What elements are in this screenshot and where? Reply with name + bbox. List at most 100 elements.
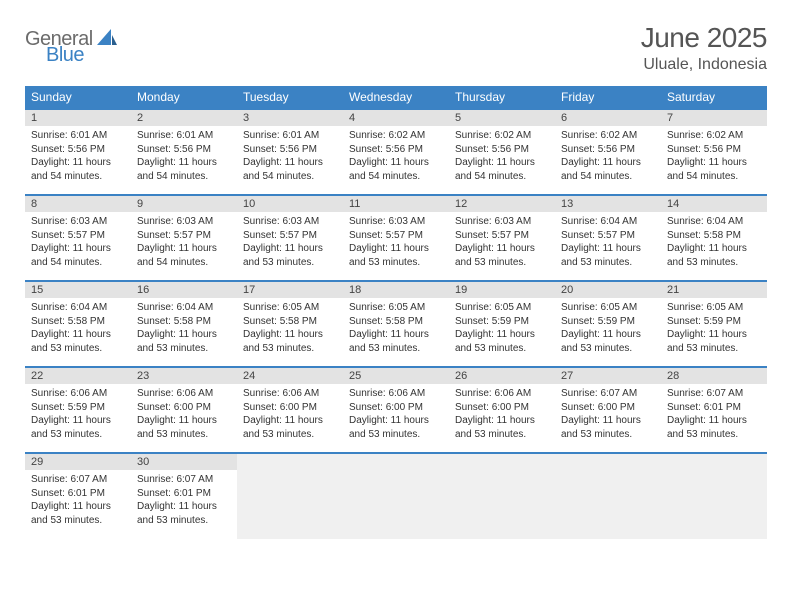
- day-info: Sunrise: 6:07 AMSunset: 6:01 PMDaylight:…: [25, 470, 131, 533]
- day-info: Sunrise: 6:02 AMSunset: 5:56 PMDaylight:…: [555, 126, 661, 189]
- calendar-day-cell: [343, 453, 449, 539]
- day-info: Sunrise: 6:03 AMSunset: 5:57 PMDaylight:…: [237, 212, 343, 275]
- calendar-day-cell: 27Sunrise: 6:07 AMSunset: 6:00 PMDayligh…: [555, 367, 661, 453]
- calendar-day-cell: 17Sunrise: 6:05 AMSunset: 5:58 PMDayligh…: [237, 281, 343, 367]
- day-number: 26: [449, 368, 555, 384]
- weekday-header: Tuesday: [237, 86, 343, 109]
- day-number: 5: [449, 110, 555, 126]
- day-info: Sunrise: 6:05 AMSunset: 5:58 PMDaylight:…: [237, 298, 343, 361]
- day-number: 3: [237, 110, 343, 126]
- calendar-day-cell: 1Sunrise: 6:01 AMSunset: 5:56 PMDaylight…: [25, 109, 131, 195]
- day-number: 24: [237, 368, 343, 384]
- calendar-day-cell: 30Sunrise: 6:07 AMSunset: 6:01 PMDayligh…: [131, 453, 237, 539]
- day-info: Sunrise: 6:05 AMSunset: 5:59 PMDaylight:…: [449, 298, 555, 361]
- weekday-header: Sunday: [25, 86, 131, 109]
- calendar-week-row: 29Sunrise: 6:07 AMSunset: 6:01 PMDayligh…: [25, 453, 767, 539]
- weekday-header: Wednesday: [343, 86, 449, 109]
- location-label: Uluale, Indonesia: [641, 56, 767, 74]
- day-info: Sunrise: 6:03 AMSunset: 5:57 PMDaylight:…: [449, 212, 555, 275]
- weekday-header: Thursday: [449, 86, 555, 109]
- page-header: General Blue June 2025 Uluale, Indonesia: [25, 22, 767, 74]
- calendar-day-cell: 25Sunrise: 6:06 AMSunset: 6:00 PMDayligh…: [343, 367, 449, 453]
- weekday-header: Friday: [555, 86, 661, 109]
- day-info: Sunrise: 6:07 AMSunset: 6:01 PMDaylight:…: [661, 384, 767, 447]
- day-number: 27: [555, 368, 661, 384]
- calendar-day-cell: 10Sunrise: 6:03 AMSunset: 5:57 PMDayligh…: [237, 195, 343, 281]
- calendar-day-cell: 26Sunrise: 6:06 AMSunset: 6:00 PMDayligh…: [449, 367, 555, 453]
- day-number: 25: [343, 368, 449, 384]
- calendar-day-cell: 18Sunrise: 6:05 AMSunset: 5:58 PMDayligh…: [343, 281, 449, 367]
- day-info: Sunrise: 6:06 AMSunset: 6:00 PMDaylight:…: [343, 384, 449, 447]
- day-number: 30: [131, 454, 237, 470]
- day-info: Sunrise: 6:06 AMSunset: 6:00 PMDaylight:…: [131, 384, 237, 447]
- day-info: Sunrise: 6:07 AMSunset: 6:00 PMDaylight:…: [555, 384, 661, 447]
- calendar-day-cell: 28Sunrise: 6:07 AMSunset: 6:01 PMDayligh…: [661, 367, 767, 453]
- logo-sail-icon: [97, 29, 117, 50]
- day-number: 15: [25, 282, 131, 298]
- day-number: 19: [449, 282, 555, 298]
- day-number: 8: [25, 196, 131, 212]
- day-number: 14: [661, 196, 767, 212]
- calendar-header-row: Sunday Monday Tuesday Wednesday Thursday…: [25, 86, 767, 109]
- day-number: 17: [237, 282, 343, 298]
- calendar-day-cell: 13Sunrise: 6:04 AMSunset: 5:57 PMDayligh…: [555, 195, 661, 281]
- day-number: 11: [343, 196, 449, 212]
- day-number: 21: [661, 282, 767, 298]
- calendar-day-cell: 29Sunrise: 6:07 AMSunset: 6:01 PMDayligh…: [25, 453, 131, 539]
- day-info: Sunrise: 6:03 AMSunset: 5:57 PMDaylight:…: [131, 212, 237, 275]
- day-info: Sunrise: 6:03 AMSunset: 5:57 PMDaylight:…: [25, 212, 131, 275]
- calendar-page: General Blue June 2025 Uluale, Indonesia…: [0, 0, 792, 559]
- day-info: Sunrise: 6:04 AMSunset: 5:57 PMDaylight:…: [555, 212, 661, 275]
- day-info: Sunrise: 6:01 AMSunset: 5:56 PMDaylight:…: [25, 126, 131, 189]
- day-number: 10: [237, 196, 343, 212]
- calendar-day-cell: 19Sunrise: 6:05 AMSunset: 5:59 PMDayligh…: [449, 281, 555, 367]
- calendar-day-cell: 23Sunrise: 6:06 AMSunset: 6:00 PMDayligh…: [131, 367, 237, 453]
- logo-text-blue: Blue: [46, 44, 84, 67]
- month-title: June 2025: [641, 22, 767, 54]
- day-info: Sunrise: 6:05 AMSunset: 5:59 PMDaylight:…: [555, 298, 661, 361]
- calendar-day-cell: 21Sunrise: 6:05 AMSunset: 5:59 PMDayligh…: [661, 281, 767, 367]
- calendar-day-cell: 24Sunrise: 6:06 AMSunset: 6:00 PMDayligh…: [237, 367, 343, 453]
- day-number: 7: [661, 110, 767, 126]
- day-number: 2: [131, 110, 237, 126]
- day-info: Sunrise: 6:01 AMSunset: 5:56 PMDaylight:…: [237, 126, 343, 189]
- day-info: Sunrise: 6:03 AMSunset: 5:57 PMDaylight:…: [343, 212, 449, 275]
- day-info: Sunrise: 6:06 AMSunset: 6:00 PMDaylight:…: [237, 384, 343, 447]
- calendar-day-cell: [661, 453, 767, 539]
- calendar-body: 1Sunrise: 6:01 AMSunset: 5:56 PMDaylight…: [25, 109, 767, 539]
- calendar-day-cell: [555, 453, 661, 539]
- calendar-week-row: 1Sunrise: 6:01 AMSunset: 5:56 PMDaylight…: [25, 109, 767, 195]
- day-number: 28: [661, 368, 767, 384]
- day-number: 23: [131, 368, 237, 384]
- calendar-table: Sunday Monday Tuesday Wednesday Thursday…: [25, 86, 767, 539]
- day-info: Sunrise: 6:04 AMSunset: 5:58 PMDaylight:…: [25, 298, 131, 361]
- day-info: Sunrise: 6:05 AMSunset: 5:58 PMDaylight:…: [343, 298, 449, 361]
- calendar-day-cell: 7Sunrise: 6:02 AMSunset: 5:56 PMDaylight…: [661, 109, 767, 195]
- calendar-day-cell: 5Sunrise: 6:02 AMSunset: 5:56 PMDaylight…: [449, 109, 555, 195]
- calendar-day-cell: 16Sunrise: 6:04 AMSunset: 5:58 PMDayligh…: [131, 281, 237, 367]
- calendar-week-row: 15Sunrise: 6:04 AMSunset: 5:58 PMDayligh…: [25, 281, 767, 367]
- calendar-day-cell: 6Sunrise: 6:02 AMSunset: 5:56 PMDaylight…: [555, 109, 661, 195]
- calendar-day-cell: 3Sunrise: 6:01 AMSunset: 5:56 PMDaylight…: [237, 109, 343, 195]
- calendar-day-cell: 20Sunrise: 6:05 AMSunset: 5:59 PMDayligh…: [555, 281, 661, 367]
- weekday-header: Saturday: [661, 86, 767, 109]
- day-info: Sunrise: 6:04 AMSunset: 5:58 PMDaylight:…: [131, 298, 237, 361]
- day-info: Sunrise: 6:06 AMSunset: 5:59 PMDaylight:…: [25, 384, 131, 447]
- day-number: 22: [25, 368, 131, 384]
- calendar-day-cell: 4Sunrise: 6:02 AMSunset: 5:56 PMDaylight…: [343, 109, 449, 195]
- calendar-day-cell: 12Sunrise: 6:03 AMSunset: 5:57 PMDayligh…: [449, 195, 555, 281]
- day-number: 20: [555, 282, 661, 298]
- day-number: 1: [25, 110, 131, 126]
- day-number: 29: [25, 454, 131, 470]
- calendar-day-cell: [237, 453, 343, 539]
- day-info: Sunrise: 6:04 AMSunset: 5:58 PMDaylight:…: [661, 212, 767, 275]
- calendar-day-cell: 11Sunrise: 6:03 AMSunset: 5:57 PMDayligh…: [343, 195, 449, 281]
- calendar-day-cell: 2Sunrise: 6:01 AMSunset: 5:56 PMDaylight…: [131, 109, 237, 195]
- day-info: Sunrise: 6:01 AMSunset: 5:56 PMDaylight:…: [131, 126, 237, 189]
- calendar-day-cell: [449, 453, 555, 539]
- day-info: Sunrise: 6:05 AMSunset: 5:59 PMDaylight:…: [661, 298, 767, 361]
- calendar-day-cell: 22Sunrise: 6:06 AMSunset: 5:59 PMDayligh…: [25, 367, 131, 453]
- day-number: 6: [555, 110, 661, 126]
- weekday-header: Monday: [131, 86, 237, 109]
- calendar-week-row: 22Sunrise: 6:06 AMSunset: 5:59 PMDayligh…: [25, 367, 767, 453]
